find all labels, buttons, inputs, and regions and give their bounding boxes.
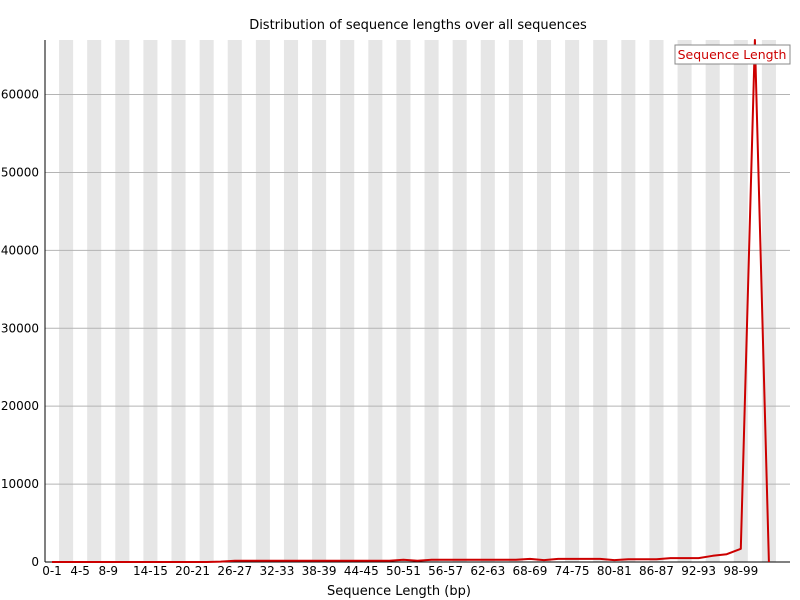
background-band [396, 40, 411, 562]
y-tick-label: 60000 [1, 88, 39, 102]
background-band [621, 40, 636, 562]
background-band [649, 40, 664, 562]
x-tick-label: 92-93 [681, 564, 716, 578]
x-tick-label: 20-21 [175, 564, 210, 578]
gridlines [45, 94, 790, 485]
x-tick-labels: 0-1 4-5 8-9 14-15 20-21 26-27 32-33 38-39 44-45 5… [42, 564, 758, 578]
background-band [536, 40, 552, 562]
y-tick-label: 10000 [1, 477, 39, 491]
x-tick-label: 44-45 [344, 564, 379, 578]
legend-label: Sequence Length [678, 47, 787, 62]
background-band [593, 40, 608, 562]
y-tick-label: 20000 [1, 399, 39, 413]
background-band [508, 40, 523, 562]
series-line [52, 39, 770, 563]
background-band [227, 40, 242, 562]
x-axis-label: Sequence Length (bp) [327, 584, 471, 599]
x-tick-label: 56-57 [428, 564, 463, 578]
background-band [199, 40, 214, 562]
background-bands [59, 40, 776, 562]
legend: Sequence Length [674, 44, 791, 65]
background-band [424, 40, 439, 562]
background-band [340, 40, 355, 562]
legend-box [674, 44, 791, 65]
background-band [705, 40, 720, 562]
x-tick-label: 26-27 [217, 564, 252, 578]
background-band [368, 40, 383, 562]
y-tick-label: 30000 [1, 321, 39, 335]
background-band [480, 40, 495, 562]
x-tick-label: 4-5 [70, 564, 90, 578]
x-tick-label: 38-39 [302, 564, 337, 578]
background-band [143, 40, 158, 562]
background-band [283, 40, 299, 562]
y-tick-label: 0 [31, 555, 39, 569]
x-tick-label: 68-69 [513, 564, 548, 578]
y-tick-label: 50000 [1, 165, 39, 179]
x-tick-label: 32-33 [259, 564, 294, 578]
background-band [312, 40, 327, 562]
x-tick-label: 98-99 [723, 564, 758, 578]
x-tick-label: 8-9 [98, 564, 118, 578]
background-band [452, 40, 467, 562]
x-tick-label: 74-75 [555, 564, 590, 578]
y-tick-label: 40000 [1, 243, 39, 257]
background-band [677, 40, 692, 562]
x-tick-label: 0-1 [42, 564, 62, 578]
background-band [59, 40, 74, 562]
x-tick-label: 14-15 [133, 564, 168, 578]
background-band [115, 40, 130, 562]
background-band [87, 40, 102, 562]
chart-title: Distribution of sequence lengths over al… [249, 18, 587, 33]
series-layer [52, 39, 770, 563]
background-band [565, 40, 580, 562]
x-tick-label: 62-63 [470, 564, 505, 578]
background-band [255, 40, 270, 562]
x-tick-label: 80-81 [597, 564, 632, 578]
y-tick-labels: 0 10000 20000 30000 40000 50000 60000 [1, 88, 39, 569]
x-tick-label: 86-87 [639, 564, 674, 578]
background-band [171, 40, 186, 562]
x-tick-label: 50-51 [386, 564, 421, 578]
